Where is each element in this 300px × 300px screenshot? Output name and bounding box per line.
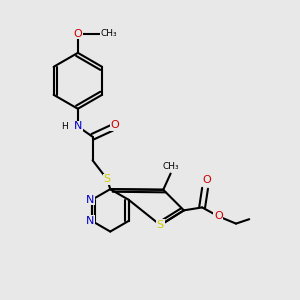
Text: S: S bbox=[157, 220, 164, 230]
Text: N: N bbox=[74, 122, 82, 131]
Text: S: S bbox=[104, 174, 111, 184]
Text: CH₃: CH₃ bbox=[162, 162, 179, 171]
Text: H: H bbox=[61, 122, 68, 131]
Text: O: O bbox=[110, 120, 119, 130]
Text: O: O bbox=[214, 211, 223, 221]
Text: O: O bbox=[202, 175, 211, 185]
Text: N: N bbox=[86, 195, 94, 205]
Text: N: N bbox=[86, 216, 94, 226]
Text: CH₃: CH₃ bbox=[100, 29, 117, 38]
Text: O: O bbox=[74, 29, 82, 39]
